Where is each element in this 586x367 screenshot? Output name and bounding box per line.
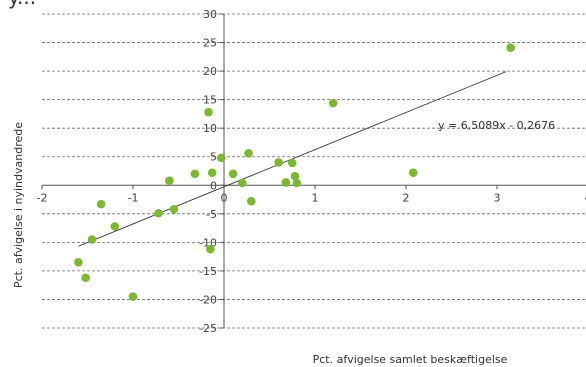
data-point: [328, 98, 338, 108]
y-tick-label: 20: [203, 65, 217, 78]
x-tick-label: -1: [128, 191, 139, 204]
data-point: [216, 153, 226, 163]
x-tick-label: 3: [494, 191, 501, 204]
x-tick-label: 4: [585, 191, 586, 204]
y-tick-label: 10: [203, 122, 217, 135]
data-point: [244, 149, 253, 158]
y-tick-label: -20: [199, 293, 217, 306]
y-tick-label: 15: [203, 94, 217, 107]
grid: [42, 13, 586, 329]
data-point: [169, 204, 179, 214]
data-points: [74, 43, 515, 301]
y-tick-label: 0: [210, 179, 217, 192]
data-point: [81, 273, 90, 283]
data-point: [128, 292, 138, 301]
data-point: [110, 222, 120, 231]
chart-title: y...: [8, 0, 36, 9]
x-tick-label: 1: [312, 191, 319, 204]
y-axis: [220, 13, 225, 329]
data-point: [206, 244, 215, 254]
y-axis-title: Pct. afvigelse i nyindvandrede: [12, 122, 25, 288]
y-tick-label: 5: [210, 151, 217, 164]
data-point: [274, 158, 283, 167]
y-tick-label: -5: [206, 208, 217, 221]
data-point: [247, 196, 256, 206]
x-tick-label: -2: [37, 191, 48, 204]
data-point: [204, 107, 213, 117]
data-point: [154, 208, 163, 218]
data-point: [165, 176, 174, 186]
y-tick-label: 30: [203, 8, 217, 21]
x-tick-labels: -2 -1 0 1 2 3 4: [37, 191, 586, 204]
x-tick-label: 2: [403, 191, 410, 204]
data-point: [506, 43, 515, 52]
data-point: [96, 199, 106, 209]
data-point: [292, 178, 302, 188]
data-point: [287, 158, 297, 168]
data-point: [290, 171, 300, 181]
y-tick-label: -25: [199, 322, 217, 335]
data-point: [74, 258, 83, 267]
data-point: [87, 235, 97, 244]
x-axis-title: Pct. afvigelse samlet beskæftigelse: [313, 353, 508, 366]
data-point: [190, 169, 200, 179]
x-axis: [41, 184, 586, 190]
data-point: [408, 168, 418, 178]
trendline-equation: y = 6,5089x - 0,2676: [438, 119, 555, 132]
data-point: [281, 178, 291, 187]
data-point: [237, 178, 247, 188]
data-point: [228, 169, 238, 179]
y-tick-label: -15: [199, 265, 217, 278]
data-point: [207, 168, 217, 178]
x-tick-label: 0: [221, 191, 228, 204]
y-tick-label: 25: [203, 37, 217, 50]
